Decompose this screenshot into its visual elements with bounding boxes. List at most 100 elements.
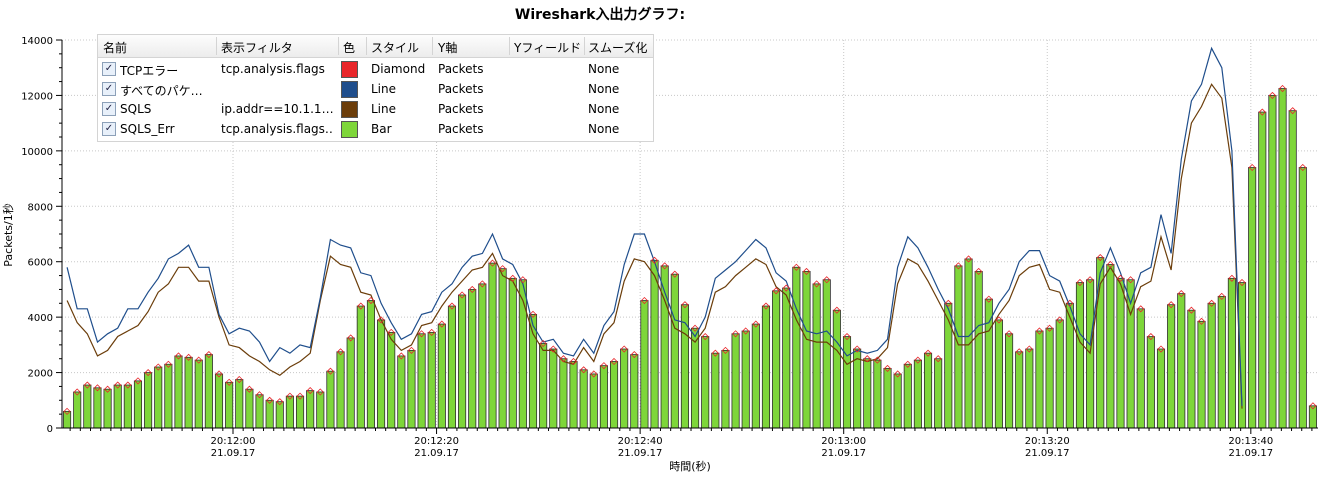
- bar: [458, 294, 467, 429]
- legend-row[interactable]: ✓ すべてのパケ… Line Packets None: [98, 79, 653, 99]
- tcp-error-marker: [1228, 274, 1236, 282]
- line-series: [66, 46, 1243, 409]
- tcp-error-marker: [1106, 260, 1114, 269]
- series-color-swatch[interactable]: [341, 121, 358, 138]
- tcp-error-marker: [1218, 292, 1226, 300]
- tcp-error-marker: [1046, 324, 1054, 332]
- tcp-error-marker: [144, 369, 152, 377]
- tcp-error-marker: [580, 366, 588, 374]
- series-color-swatch[interactable]: [341, 61, 358, 78]
- bar: [204, 354, 213, 429]
- legend-row[interactable]: ✓ SQLS ip.addr==10.1.1… Line Packets None: [98, 99, 653, 119]
- tcp-error-marker: [1056, 316, 1064, 324]
- tcp-error-marker: [286, 392, 294, 400]
- bar: [427, 331, 436, 429]
- series-color-swatch[interactable]: [341, 101, 358, 118]
- header-yaxis[interactable]: Y軸: [438, 41, 458, 55]
- tcp-error-marker: [1278, 84, 1287, 93]
- tcp-error-marker: [519, 276, 527, 284]
- header-style[interactable]: スタイル: [371, 41, 420, 55]
- tcp-error-marker: [377, 316, 385, 324]
- tcp-error-marker: [1066, 299, 1074, 307]
- bar: [670, 273, 679, 429]
- x-tick-time: 20:12:20: [414, 436, 459, 447]
- bar: [73, 391, 82, 429]
- bar: [83, 384, 92, 429]
- bar: [944, 302, 953, 429]
- enabled-checkbox[interactable]: ✓: [102, 82, 116, 96]
- tcp-error-marker: [873, 356, 881, 364]
- bar: [407, 349, 416, 429]
- tcp-error-marker: [1015, 348, 1023, 356]
- enabled-checkbox[interactable]: ✓: [102, 122, 116, 136]
- bar: [1025, 348, 1034, 429]
- axes: 0 2000 4000 6000 8000 10000 12000 14000 20:12:00…: [21, 36, 1318, 459]
- bar: [1268, 95, 1277, 429]
- tcp-error-marker: [620, 345, 628, 353]
- bar: [123, 384, 132, 429]
- x-tick-date: 21.09.17: [1229, 448, 1274, 459]
- tcp-error-marker: [336, 348, 345, 356]
- bar: [721, 349, 730, 429]
- bar: [265, 399, 274, 429]
- tcp-error-marker: [255, 391, 264, 399]
- header-filter[interactable]: 表示フィルタ: [221, 41, 293, 55]
- tcp-error-marker: [559, 355, 567, 363]
- tcp-error-marker: [934, 355, 942, 363]
- x-tick-time: 20:13:40: [1228, 436, 1273, 447]
- bar: [751, 323, 760, 429]
- tcp-error-marker: [438, 320, 446, 328]
- tcp-error-marker: [1167, 301, 1175, 309]
- bar: [1055, 319, 1064, 429]
- tcp-error-marker: [428, 328, 436, 336]
- sqls-line: [66, 83, 1243, 409]
- tcp-error-marker: [640, 296, 648, 305]
- enabled-checkbox[interactable]: ✓: [102, 102, 116, 116]
- bar: [640, 300, 649, 429]
- header-name[interactable]: 名前: [103, 41, 128, 55]
- bar: [1106, 264, 1115, 429]
- series-yaxis: Packets: [438, 62, 484, 76]
- bar: [387, 331, 396, 429]
- x-tick-date: 21.09.17: [414, 448, 459, 459]
- tcp-error-marker: [1258, 108, 1266, 116]
- bar: [295, 395, 305, 429]
- bar: [498, 268, 507, 429]
- bar-series: [63, 88, 1317, 429]
- tcp-error-marker: [539, 339, 547, 348]
- tcp-error-marker: [711, 349, 719, 357]
- enabled-checkbox[interactable]: ✓: [102, 62, 116, 76]
- bar: [822, 279, 831, 429]
- bar: [144, 372, 153, 429]
- bar: [397, 355, 406, 429]
- legend-row[interactable]: ✓ TCPエラー tcp.analysis.flags Diamond Packets N…: [98, 59, 653, 79]
- legend-row[interactable]: ✓ SQLS_Err tcp.analysis.flags… Bar Packets No…: [98, 119, 653, 139]
- header-smoothing[interactable]: スムーズ化: [588, 41, 648, 55]
- tcp-error-marker: [1248, 163, 1256, 172]
- bar: [488, 262, 497, 429]
- bar: [782, 287, 791, 429]
- tcp-error-marker: [650, 256, 659, 264]
- bar: [761, 305, 771, 429]
- tcp-error-marker: [326, 367, 334, 375]
- header-color[interactable]: 色: [343, 41, 356, 55]
- bar: [913, 359, 922, 429]
- graph-legend-table[interactable]: 名前 表示フィルタ 色 スタイル Y軸 Yフィールド スムーズ化 ✓ TCPエラー…: [97, 34, 654, 142]
- tcp-error-marker: [1268, 91, 1276, 99]
- tcp-error-marker: [742, 327, 750, 335]
- bar: [184, 356, 193, 429]
- tcp-error-marker: [681, 301, 689, 309]
- bar: [630, 354, 639, 429]
- tcp-error-marker: [1309, 402, 1317, 410]
- series-smoothing: None: [588, 62, 620, 76]
- bar: [1177, 293, 1186, 429]
- header-yfield[interactable]: Yフィールド: [514, 41, 582, 55]
- bar: [711, 352, 720, 429]
- bar: [528, 313, 538, 429]
- series-filter: tcp.analysis.flags: [221, 62, 325, 76]
- series-color-swatch[interactable]: [341, 81, 358, 98]
- tcp-error-marker: [610, 357, 618, 366]
- bar: [245, 388, 254, 429]
- bar: [377, 319, 386, 429]
